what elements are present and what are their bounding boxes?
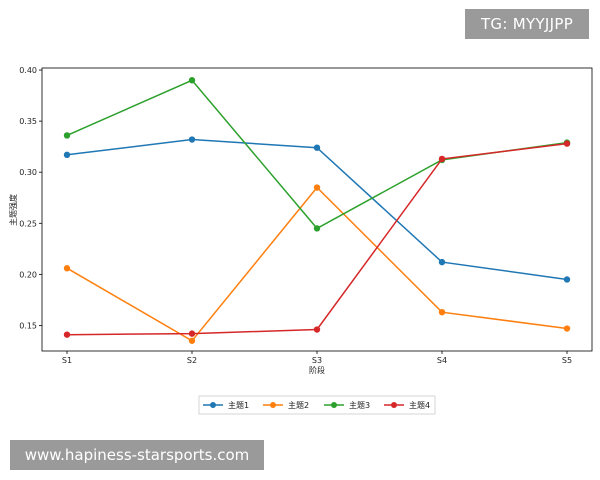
legend-label: 主题3 [349,400,370,410]
series-line-2 [66,186,568,342]
legend-box [198,395,436,415]
series-line-4 [66,142,568,336]
legend-swatch-marker [210,402,216,408]
x-tick-label: S4 [437,356,447,365]
watermark-top: TG: MYYJJPP [465,9,589,39]
legend-swatch-marker [391,402,397,408]
data-point [188,136,196,143]
x-tick-label: S3 [312,356,322,365]
data-point [438,258,446,266]
y-tick-label: 0.30 [19,168,37,177]
series-group [63,77,571,344]
legend: 主题1 主题2 主题3 主题4 [198,395,436,415]
data-point [313,184,321,191]
data-point [188,77,196,84]
y-tick-label: 0.25 [19,219,37,228]
legend-label: 主题2 [288,400,309,410]
x-axis: S1 S2 S3 S4 S5 [62,351,572,365]
data-point [563,276,571,283]
data-point [188,337,196,344]
data-point [63,265,71,272]
data-point [563,325,571,332]
legend-swatch-marker [270,402,276,408]
data-point [188,330,196,337]
legend-label: 主题4 [409,400,430,410]
y-tick-label: 0.15 [19,321,37,330]
x-tick-label: S2 [187,356,197,365]
x-tick-label: S5 [562,356,572,365]
data-point [63,151,71,159]
y-axis: 0.15 0.20 0.25 0.30 0.35 0.40 [19,66,42,330]
x-tick-label: S1 [62,356,72,365]
series-line-1 [66,138,568,281]
x-axis-label: 阶段 [309,365,325,375]
data-point [313,326,321,333]
data-point [313,144,321,151]
y-tick-label: 0.20 [19,270,37,279]
data-point [63,132,71,139]
data-point [438,308,446,316]
data-point [63,331,71,338]
legend-swatch-marker [331,402,337,408]
y-axis-label: 主题强度 [8,194,18,226]
data-point [313,225,321,232]
legend-label: 主题1 [228,400,249,410]
y-tick-label: 0.40 [19,66,37,75]
watermark-bottom: www.hapiness-starsports.com [10,440,264,470]
data-point [438,155,446,163]
y-tick-label: 0.35 [19,117,37,126]
series-line-3 [66,79,568,230]
data-point [563,140,571,147]
